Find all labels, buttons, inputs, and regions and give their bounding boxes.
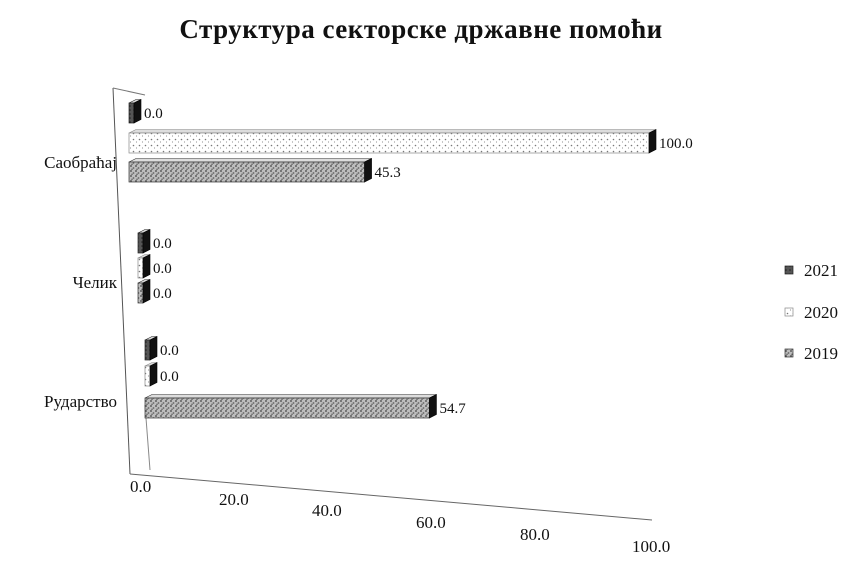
value-label-2021-cat-3: 0.0	[160, 343, 179, 359]
value-label-2019-cat-2: 0.0	[153, 286, 172, 302]
legend-label: 2020	[804, 303, 838, 322]
x-tick-label-4: 60.0	[416, 513, 446, 532]
category-labels-layer: Саобраћај Челик Рударство	[44, 153, 118, 411]
x-tick-label-6: 100.0	[632, 537, 670, 556]
legend-item-2020: 2020	[784, 303, 838, 322]
bar-front-face	[137, 257, 144, 279]
bar-end-cap	[149, 362, 158, 387]
bar-end-cap	[142, 254, 151, 279]
legend-swatch	[784, 348, 794, 358]
bar-top-face	[128, 129, 657, 134]
legend-label: 2019	[804, 344, 838, 363]
bar-2021-cat-3	[144, 336, 158, 361]
bar-end-cap	[648, 129, 657, 154]
bar-2019-cat-3	[144, 394, 437, 419]
legend-item-2019: 2019	[784, 344, 838, 363]
bars-layer	[128, 99, 657, 419]
x-tick-label-5: 80.0	[520, 525, 550, 544]
bar-front-face	[128, 102, 135, 124]
legend-label: 2021	[804, 261, 838, 280]
bar-2019-cat-2	[137, 279, 151, 304]
value-label-2019-cat-3: 54.7	[439, 401, 466, 417]
category-label-3: Рударство	[44, 392, 117, 411]
bar-front-face	[144, 365, 151, 387]
value-label-2020-cat-3: 0.0	[160, 369, 179, 385]
bar-2021-cat-2	[137, 229, 151, 254]
floor-front-edge	[129, 473, 653, 521]
bar-top-face	[128, 158, 372, 163]
bar-2020-cat-3	[144, 362, 158, 387]
bar-front-face	[137, 232, 144, 254]
legend: 2021 2020 2019	[784, 261, 838, 363]
bar-front-face	[144, 397, 430, 419]
bar-end-cap	[364, 158, 372, 183]
value-label-2020-cat-2: 0.0	[153, 261, 172, 277]
bar-front-face	[128, 161, 365, 183]
bar-2020-cat-2	[137, 254, 151, 279]
x-tick-label-2: 20.0	[219, 490, 249, 509]
legend-item-2021: 2021	[784, 261, 838, 280]
value-label-2020-cat-1: 100.0	[659, 136, 693, 152]
bar-front-face	[137, 282, 144, 304]
bar-end-cap	[429, 394, 437, 419]
back-wall-left-edge	[112, 87, 131, 475]
value-label-2021-cat-1: 0.0	[144, 106, 163, 122]
value-label-2021-cat-2: 0.0	[153, 236, 172, 252]
x-tick-label-3: 40.0	[312, 501, 342, 520]
legend-swatch	[784, 265, 794, 275]
bar-end-cap	[142, 229, 151, 254]
bar-front-face	[144, 339, 151, 361]
bar-2020-cat-1	[128, 129, 657, 154]
value-label-2019-cat-1: 45.3	[375, 165, 401, 181]
category-label-1: Саобраћај	[44, 153, 117, 172]
bar-2021-cat-1	[128, 99, 142, 124]
back-wall-top-edge	[112, 87, 146, 96]
chart-title: Структура секторске државне помоћи	[179, 14, 663, 44]
x-tick-label-1: 0.0	[130, 477, 151, 496]
bar-end-cap	[149, 336, 158, 361]
bar-front-face	[128, 132, 650, 154]
bar-end-cap	[133, 99, 142, 124]
bar-2019-cat-1	[128, 158, 372, 183]
category-label-2: Челик	[73, 273, 118, 292]
bar-top-face	[144, 394, 437, 399]
bar-end-cap	[142, 279, 151, 304]
value-labels-layer: 0.0 0.0 0.0 100.0 0.0 0.0 45.3 0.0 54.7	[144, 106, 693, 417]
x-axis-ticks-layer: 0.0 20.0 40.0 60.0 80.0 100.0	[130, 477, 670, 556]
legend-swatch	[784, 307, 794, 317]
